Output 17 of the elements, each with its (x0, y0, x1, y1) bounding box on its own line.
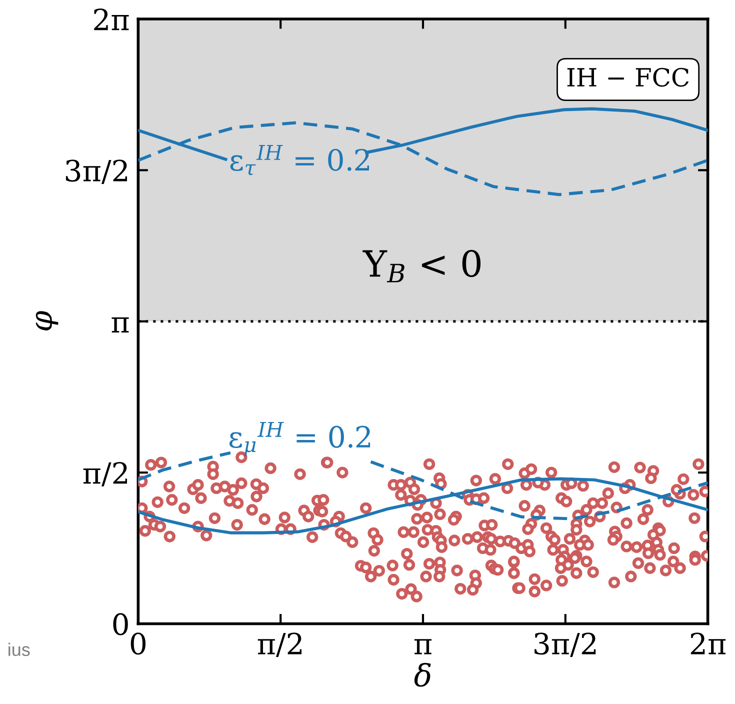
x-tick-label: π (414, 639, 432, 654)
y-tick-label: 0 (113, 613, 128, 636)
annotation: ε$_{μ}$$^{IH}$ = 0.2 (229, 422, 370, 456)
y-tick-label: 3π/2 (66, 160, 127, 184)
band-label: Y$_{B}$ < 0 (362, 250, 481, 282)
x-tick-label: π/2 (258, 632, 302, 657)
y-tick-label: π/2 (83, 462, 127, 486)
x-tick-label: 3π/2 (534, 632, 596, 657)
annotation: ε$_{τ}$$^{IH}$ = 0.2 (230, 144, 369, 176)
y-tick-label: 2π (94, 8, 129, 30)
y-tick-label: π (112, 317, 129, 332)
annotation: IH − FCC (567, 68, 689, 87)
text: ius (8, 642, 30, 656)
x-tick-label: 0 (130, 632, 146, 655)
y-axis-title: φ (36, 311, 58, 330)
x-tick-label: 2π (690, 632, 726, 654)
x-axis-title: δ (414, 662, 431, 687)
